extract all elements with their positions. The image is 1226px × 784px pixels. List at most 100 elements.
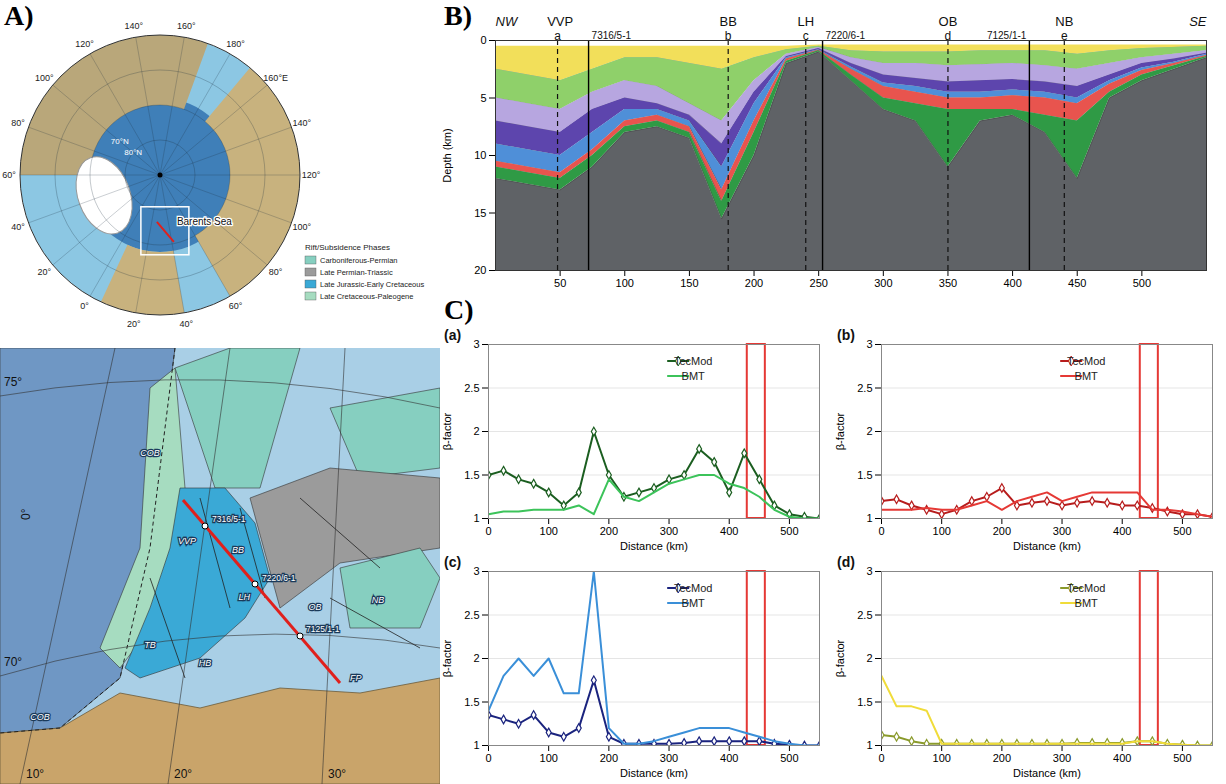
svg-text:Carboniferous-Permian: Carboniferous-Permian [320,256,398,265]
svg-text:30°: 30° [328,767,346,781]
svg-text:300: 300 [660,525,678,537]
svg-text:Late Permian-Triassic: Late Permian-Triassic [320,268,393,277]
svg-text:TecMod: TecMod [1067,355,1106,367]
svg-text:80°: 80° [269,267,283,277]
svg-text:2: 2 [866,652,872,664]
svg-text:BMT: BMT [682,597,706,609]
svg-text:0: 0 [878,525,884,537]
svg-text:0: 0 [480,34,486,46]
svg-text:7220/6-1: 7220/6-1 [262,573,296,583]
svg-text:LH: LH [238,592,250,602]
svg-text:Distance (km): Distance (km) [1013,767,1081,779]
svg-text:20°: 20° [38,267,52,277]
svg-text:160°E: 160°E [263,73,288,83]
svg-text:400: 400 [1113,525,1131,537]
svg-text:200: 200 [993,752,1011,764]
svg-text:60°: 60° [229,301,243,311]
svg-text:1: 1 [473,512,479,524]
svg-text:7125/1-1: 7125/1-1 [306,624,340,634]
svg-text:1.5: 1.5 [464,696,479,708]
svg-text:200: 200 [600,752,618,764]
svg-text:Distance (km): Distance (km) [620,767,688,779]
svg-text:70°N: 70°N [111,137,129,146]
svg-text:COB: COB [30,712,50,722]
svg-text:Late Cretaceous-Paleogene: Late Cretaceous-Paleogene [320,292,413,301]
svg-text:1: 1 [866,512,872,524]
svg-text:20°: 20° [174,767,192,781]
svg-text:1.5: 1.5 [857,469,872,481]
svg-text:HB: HB [199,658,212,668]
svg-text:2: 2 [473,425,479,437]
svg-text:3: 3 [866,565,872,577]
svg-text:150: 150 [680,277,698,289]
svg-text:Distance (km): Distance (km) [620,540,688,552]
svg-text:15: 15 [474,207,486,219]
svg-text:β-factor: β-factor [834,412,846,450]
svg-text:10°: 10° [26,767,44,781]
svg-text:Depth (km): Depth (km) [441,128,453,182]
svg-text:80°N: 80°N [124,148,142,157]
svg-text:100: 100 [933,525,951,537]
svg-text:BMT: BMT [682,370,706,382]
svg-text:BB: BB [232,545,244,555]
svg-text:β-factor: β-factor [834,639,846,677]
svg-text:Late Jurassic-Early Cretaceous: Late Jurassic-Early Cretaceous [320,280,424,289]
svg-text:OB: OB [308,602,321,612]
svg-text:100: 100 [616,277,634,289]
svg-text:300: 300 [1053,752,1071,764]
svg-text:5: 5 [480,92,486,104]
svg-text:60°: 60° [2,170,16,180]
svg-text:7220/6-1: 7220/6-1 [826,30,866,41]
svg-text:0°: 0° [19,508,33,520]
svg-text:TB: TB [144,640,156,650]
svg-text:450: 450 [1068,277,1086,289]
svg-text:BB: BB [720,14,737,29]
svg-text:140°: 140° [293,118,312,128]
svg-text:1.5: 1.5 [464,469,479,481]
svg-text:20°: 20° [127,319,141,329]
svg-text:NB: NB [1055,14,1073,29]
svg-text:180°: 180° [226,39,245,49]
svg-text:NB: NB [372,595,385,605]
svg-text:40°: 40° [179,319,193,329]
svg-text:COB: COB [140,448,160,458]
svg-text:2: 2 [866,425,872,437]
svg-text:1: 1 [866,739,872,751]
svg-text:140°: 140° [124,21,143,31]
svg-text:7316/5-1: 7316/5-1 [212,514,246,524]
svg-text:7125/1-1: 7125/1-1 [987,30,1027,41]
svg-text:BMT: BMT [1075,370,1099,382]
svg-text:2.5: 2.5 [464,382,479,394]
svg-text:120°: 120° [75,39,94,49]
svg-text:3: 3 [866,338,872,350]
svg-text:TecMod: TecMod [1067,582,1106,594]
svg-text:Distance (km): Distance (km) [1013,540,1081,552]
svg-text:400: 400 [720,525,738,537]
svg-text:400: 400 [1113,752,1131,764]
svg-text:TecMod: TecMod [674,355,713,367]
svg-text:Rift/Subsidence Phases: Rift/Subsidence Phases [305,243,390,252]
svg-text:β-factor: β-factor [441,412,453,450]
svg-text:VVP: VVP [178,536,196,546]
svg-text:40°: 40° [11,222,25,232]
svg-text:500: 500 [780,752,798,764]
svg-text:50: 50 [554,277,566,289]
svg-text:100°: 100° [35,73,54,83]
svg-text:1.5: 1.5 [857,696,872,708]
svg-text:BMT: BMT [1075,597,1099,609]
svg-text:LH: LH [797,14,814,29]
svg-text:400: 400 [720,752,738,764]
svg-text:3: 3 [473,338,479,350]
svg-text:200: 200 [600,525,618,537]
svg-text:SE: SE [1189,14,1207,29]
svg-text:2.5: 2.5 [857,609,872,621]
svg-text:200: 200 [745,277,763,289]
svg-text:300: 300 [1053,525,1071,537]
svg-text:β-factor: β-factor [441,639,453,677]
svg-text:VVP: VVP [547,14,573,29]
svg-text:500: 500 [1133,277,1151,289]
svg-text:120°: 120° [302,170,321,180]
svg-text:2.5: 2.5 [857,382,872,394]
svg-text:FP: FP [350,673,362,683]
svg-text:20: 20 [474,264,486,276]
